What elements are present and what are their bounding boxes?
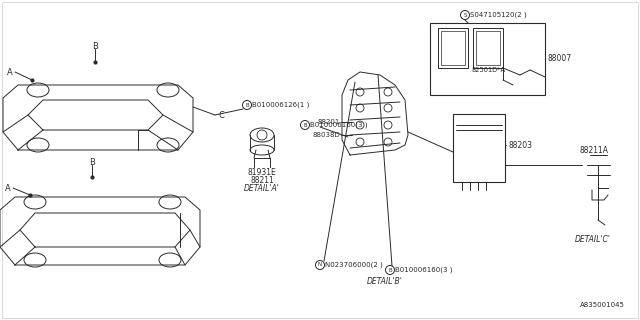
Text: B010006160(3 ): B010006160(3 ) (395, 267, 452, 273)
Text: B: B (388, 268, 392, 273)
Text: 81931E: 81931E (248, 167, 276, 177)
Bar (476, 31, 500, 65)
Text: S: S (463, 12, 467, 18)
Text: DETAIL'B': DETAIL'B' (367, 277, 403, 286)
Bar (441, 31, 465, 65)
Text: DETAIL'C': DETAIL'C' (575, 236, 611, 244)
Text: 88038D: 88038D (312, 132, 340, 138)
Text: B010006160(3 ): B010006160(3 ) (310, 122, 367, 128)
Text: A835001045: A835001045 (580, 302, 625, 308)
Text: N023706000(2 ): N023706000(2 ) (325, 262, 383, 268)
Text: B: B (245, 102, 249, 108)
Text: DETAIL'A': DETAIL'A' (244, 183, 280, 193)
Text: 88203: 88203 (508, 140, 532, 149)
Text: 88211A: 88211A (580, 146, 609, 155)
Text: B010006126(1 ): B010006126(1 ) (252, 102, 309, 108)
Text: B: B (92, 42, 98, 51)
Text: A: A (7, 68, 13, 76)
Bar (430, 23, 545, 95)
Text: 88201: 88201 (317, 119, 340, 125)
Text: A: A (5, 183, 11, 193)
Text: C: C (218, 110, 224, 119)
Text: 88211: 88211 (250, 175, 274, 185)
Text: 88007: 88007 (548, 53, 572, 62)
Bar (438, 28, 468, 68)
Text: 82501D*A: 82501D*A (471, 67, 505, 73)
Bar (453, 114, 505, 182)
Text: S047105120(2 ): S047105120(2 ) (470, 12, 527, 18)
Text: B: B (89, 157, 95, 166)
Text: B: B (303, 123, 307, 127)
Bar (473, 28, 503, 68)
Text: N: N (318, 262, 322, 268)
